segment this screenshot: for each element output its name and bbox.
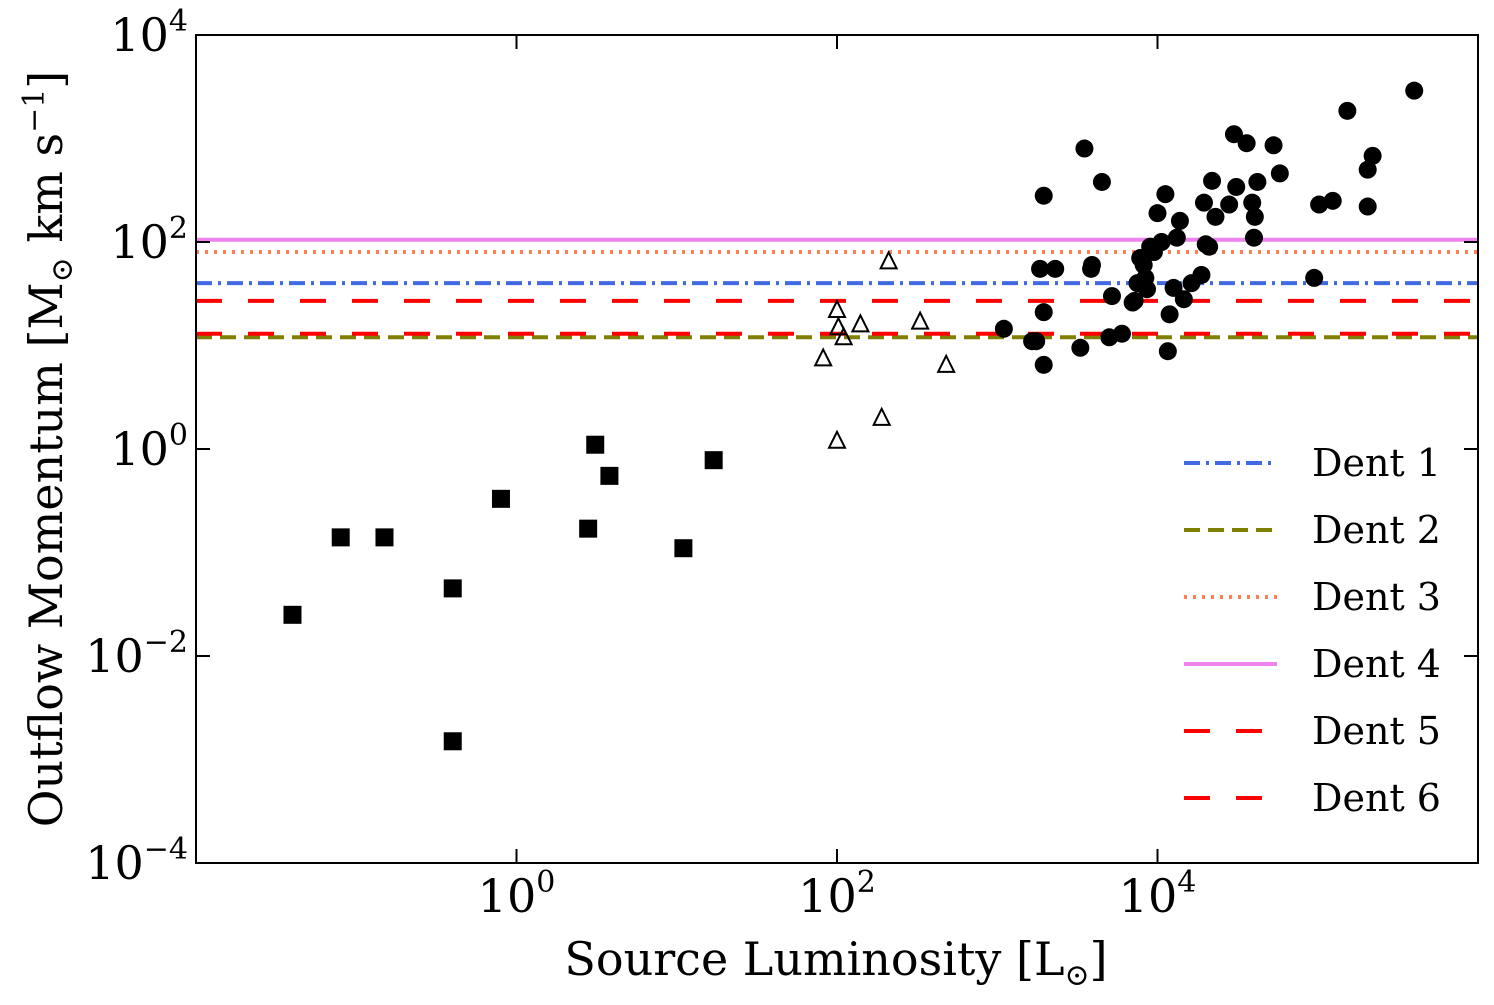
triangle-point <box>827 298 847 319</box>
circle-point <box>1248 172 1267 191</box>
data-markers <box>283 81 1424 751</box>
circle-point <box>1194 193 1213 212</box>
circle-point <box>1203 171 1222 190</box>
circle-point <box>1358 197 1377 216</box>
triangle-point <box>910 310 930 330</box>
circle-point <box>1405 81 1424 100</box>
x-tick-label: 104 <box>1119 865 1197 923</box>
legend-label-dent-1: Dent 1 <box>1312 441 1441 485</box>
axis-ticks: 100 102 104 10−4 10−2 100 102 104 <box>85 4 1478 923</box>
circle-point <box>1027 332 1046 351</box>
x-tick-label: 100 <box>478 865 556 923</box>
circle-point <box>1270 164 1289 183</box>
square-point <box>579 519 598 538</box>
square-point <box>331 528 350 547</box>
legend-label-dent-2: Dent 2 <box>1312 508 1441 552</box>
square-point <box>283 605 302 624</box>
circle-point <box>1102 287 1121 306</box>
square-point <box>443 579 462 598</box>
square-point <box>704 451 723 470</box>
square-point <box>674 539 693 558</box>
sun-symbol: ⊙ <box>1065 958 1090 993</box>
circle-point <box>994 319 1013 338</box>
circle-point <box>1167 228 1186 247</box>
circle-point <box>1092 172 1111 191</box>
circle-point <box>1138 280 1157 299</box>
square-point <box>443 732 462 751</box>
circle-point <box>1082 255 1101 274</box>
circle-point <box>1237 134 1256 153</box>
y-axis-title: Outflow Momentum [M⊙ km s−1] <box>17 71 80 828</box>
circle-point <box>1220 195 1239 214</box>
circle-point <box>1245 207 1264 226</box>
circle-point <box>1264 136 1283 155</box>
circle-point <box>1206 207 1225 226</box>
circle-point <box>1156 185 1175 204</box>
square-point <box>600 466 619 485</box>
circle-point <box>1305 268 1324 287</box>
circle-point <box>1075 139 1094 158</box>
legend-label-dent-5: Dent 5 <box>1312 709 1441 753</box>
circle-point <box>1170 211 1189 230</box>
circle-point <box>1031 259 1050 278</box>
triangle-point <box>872 406 892 426</box>
circle-point <box>1152 233 1171 251</box>
y-tick-label: 100 <box>110 418 188 476</box>
circle-point <box>1358 160 1377 179</box>
triangle-point <box>827 429 847 449</box>
circle-point <box>1071 338 1090 357</box>
square-point <box>586 435 605 454</box>
circle-point <box>1174 290 1193 309</box>
y-tick-label: 10−4 <box>85 832 188 890</box>
legend-label-dent-3: Dent 3 <box>1312 575 1441 619</box>
triangle-point <box>879 250 899 270</box>
y-tick-label: 102 <box>110 211 188 269</box>
circle-point <box>1158 342 1177 361</box>
circle-point <box>1148 204 1167 223</box>
circle-point <box>1243 193 1262 212</box>
x-tick-label: 102 <box>798 865 876 923</box>
circle-point <box>1244 228 1263 247</box>
circle-point <box>1323 191 1342 210</box>
plot-frame <box>195 34 1479 864</box>
circle-point <box>1192 265 1211 284</box>
circle-point <box>1160 305 1179 324</box>
y-tick-label: 104 <box>110 4 188 62</box>
legend: Dent 1 Dent 2 Dent 3 Dent 4 Dent 5 Dent 6 <box>1184 441 1441 820</box>
circle-point <box>1227 177 1246 196</box>
circle-point <box>1310 195 1329 214</box>
circle-point <box>1200 237 1219 256</box>
triangle-point <box>813 347 833 367</box>
square-point <box>375 528 394 547</box>
legend-label-dent-6: Dent 6 <box>1312 776 1441 820</box>
triangle-point <box>828 316 848 336</box>
circle-point <box>1046 259 1065 278</box>
triangle-point <box>834 326 854 346</box>
x-axis-title: Source Luminosity [L⊙] <box>564 932 1107 993</box>
circle-point <box>1224 125 1243 144</box>
circle-point <box>1112 324 1131 343</box>
sun-symbol: ⊙ <box>45 257 80 282</box>
triangle-point <box>936 353 956 373</box>
square-point <box>491 489 510 508</box>
circle-point <box>1338 101 1357 120</box>
y-tick-label: 10−2 <box>85 625 188 683</box>
circle-point <box>1034 186 1053 205</box>
circle-point <box>1034 355 1053 374</box>
circle-point <box>1363 146 1382 165</box>
circle-point <box>1125 291 1144 310</box>
legend-label-dent-4: Dent 4 <box>1312 642 1441 686</box>
triangle-point <box>850 313 871 333</box>
circle-point <box>1034 303 1053 322</box>
